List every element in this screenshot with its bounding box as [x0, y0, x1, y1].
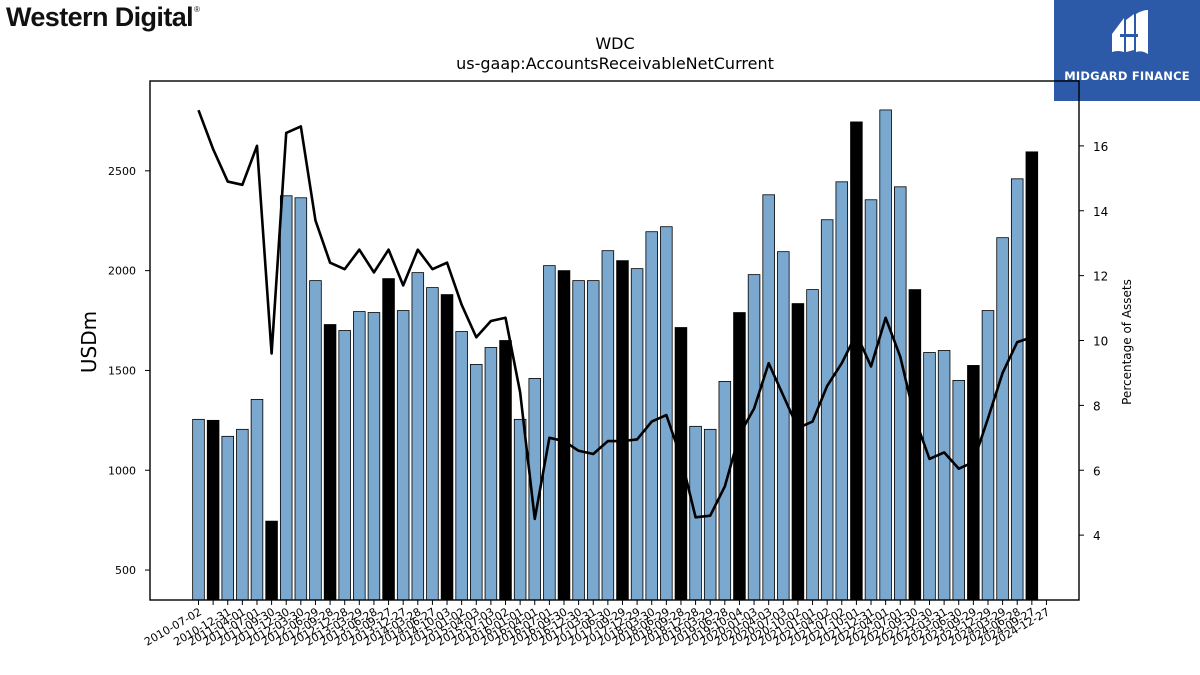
bar-2018-09-28: [674, 327, 688, 601]
bar-2020-04-03: [762, 194, 775, 601]
y2tick-label: 4: [1093, 529, 1101, 543]
ytick-label: 2000: [108, 265, 136, 278]
bar-2020-07-03: [777, 251, 790, 601]
bar-2021-04-02: [820, 219, 834, 601]
bar-2023-03-31: [937, 350, 951, 601]
bar-series: [192, 109, 1039, 601]
bar-2012-12-28: [338, 330, 351, 601]
bar-2010-12-31: [221, 435, 234, 601]
y2tick-label: 12: [1093, 270, 1108, 284]
chart-title: WDC: [595, 34, 634, 53]
bar-2015-10-02: [499, 340, 512, 601]
y-axis-label: USDm: [77, 311, 101, 373]
bar-2010-07-02: [192, 418, 205, 601]
logo-registered-mark: ®: [194, 5, 200, 14]
bar-2012-09-28: [323, 324, 337, 601]
left-axis-ticks: 500 1000 1500 2000 2500: [108, 165, 150, 577]
ytick-label: 1500: [108, 364, 136, 377]
y2tick-label: 14: [1093, 205, 1108, 219]
ytick-label: 2500: [108, 165, 136, 178]
line-series: [197, 109, 1033, 521]
bar-2024-03-29: [996, 237, 1009, 601]
bar-2022-04-01: [879, 109, 892, 601]
bar-2024-09-27: [1025, 151, 1039, 601]
bar-2021-07-02: [835, 181, 849, 601]
ytick-label: 500: [115, 564, 136, 577]
bar-2011-09-30: [265, 520, 278, 601]
bar-2012-06-29: [309, 280, 322, 601]
bar-2018-03-30: [645, 231, 658, 601]
y2tick-label: 8: [1093, 399, 1101, 413]
bar-2012-03-30: [294, 197, 308, 601]
percentage-line: [197, 109, 1033, 521]
y2-axis-label: Percentage of Assets: [1120, 279, 1134, 405]
bar-2020-01-03: [747, 274, 761, 601]
bar-2017-06-30: [601, 250, 615, 601]
logo-text: Western Digital: [6, 2, 194, 32]
bar-2022-07-01: [894, 186, 907, 601]
x-axis-ticks: 2010-07-022010-12-312011-04-012011-07-01…: [142, 600, 1052, 649]
bar-2017-09-29: [616, 260, 629, 601]
bar-2017-03-31: [586, 280, 600, 601]
bar-2014-06-27: [426, 287, 439, 601]
bar-2013-12-27: [396, 310, 410, 601]
bar-2019-06-28: [718, 381, 732, 601]
bar-2011-07-01: [250, 398, 264, 601]
bar-2021-12-31: [864, 199, 878, 601]
badge-text: MIDGARD FINANCE: [1064, 69, 1190, 83]
bar-2011-12-30: [279, 195, 293, 601]
bar-2023-12-29: [981, 310, 995, 601]
bar-2013-09-27: [382, 278, 395, 601]
bar-2014-10-03: [440, 294, 454, 601]
bar-2014-03-28: [411, 272, 425, 601]
bar-2020-10-02: [791, 303, 805, 601]
bar-2011-04-01: [236, 428, 249, 601]
bar-2023-06-30: [952, 380, 965, 601]
bar-2016-09-30: [557, 270, 571, 601]
bar-2019-10-04: [733, 312, 746, 601]
y2tick-label: 10: [1093, 335, 1108, 349]
right-axis-ticks: 4 6 8 10 12 14 16: [1079, 140, 1108, 543]
bar-2015-07-03: [484, 347, 498, 601]
bar-2013-06-28: [367, 312, 381, 601]
bar-2021-10-01: [850, 121, 863, 601]
bar-2015-01-02: [455, 331, 468, 601]
bar-2010-10-01: [206, 419, 220, 601]
midgard-emblem-icon: [1112, 10, 1148, 54]
y2tick-label: 6: [1093, 464, 1101, 478]
ytick-label: 1000: [108, 464, 136, 477]
western-digital-logo: Western Digital®: [6, 2, 200, 33]
bar-2018-06-29: [660, 226, 673, 601]
bar-2015-04-03: [470, 364, 483, 601]
chart-subtitle: us-gaap:AccountsReceivableNetCurrent: [456, 54, 774, 73]
bar-2016-07-01: [543, 265, 556, 601]
bar-2021-01-01: [806, 289, 819, 601]
bar-2022-09-30: [908, 289, 922, 601]
bar-2023-09-29: [967, 365, 980, 601]
bar-2022-12-30: [923, 352, 936, 601]
bar-2024-06-28: [1010, 178, 1024, 601]
bar-2016-01-01: [513, 418, 527, 601]
y2tick-label: 16: [1093, 140, 1108, 154]
bar-2013-03-29: [353, 311, 366, 601]
bar-2016-12-30: [572, 280, 585, 601]
